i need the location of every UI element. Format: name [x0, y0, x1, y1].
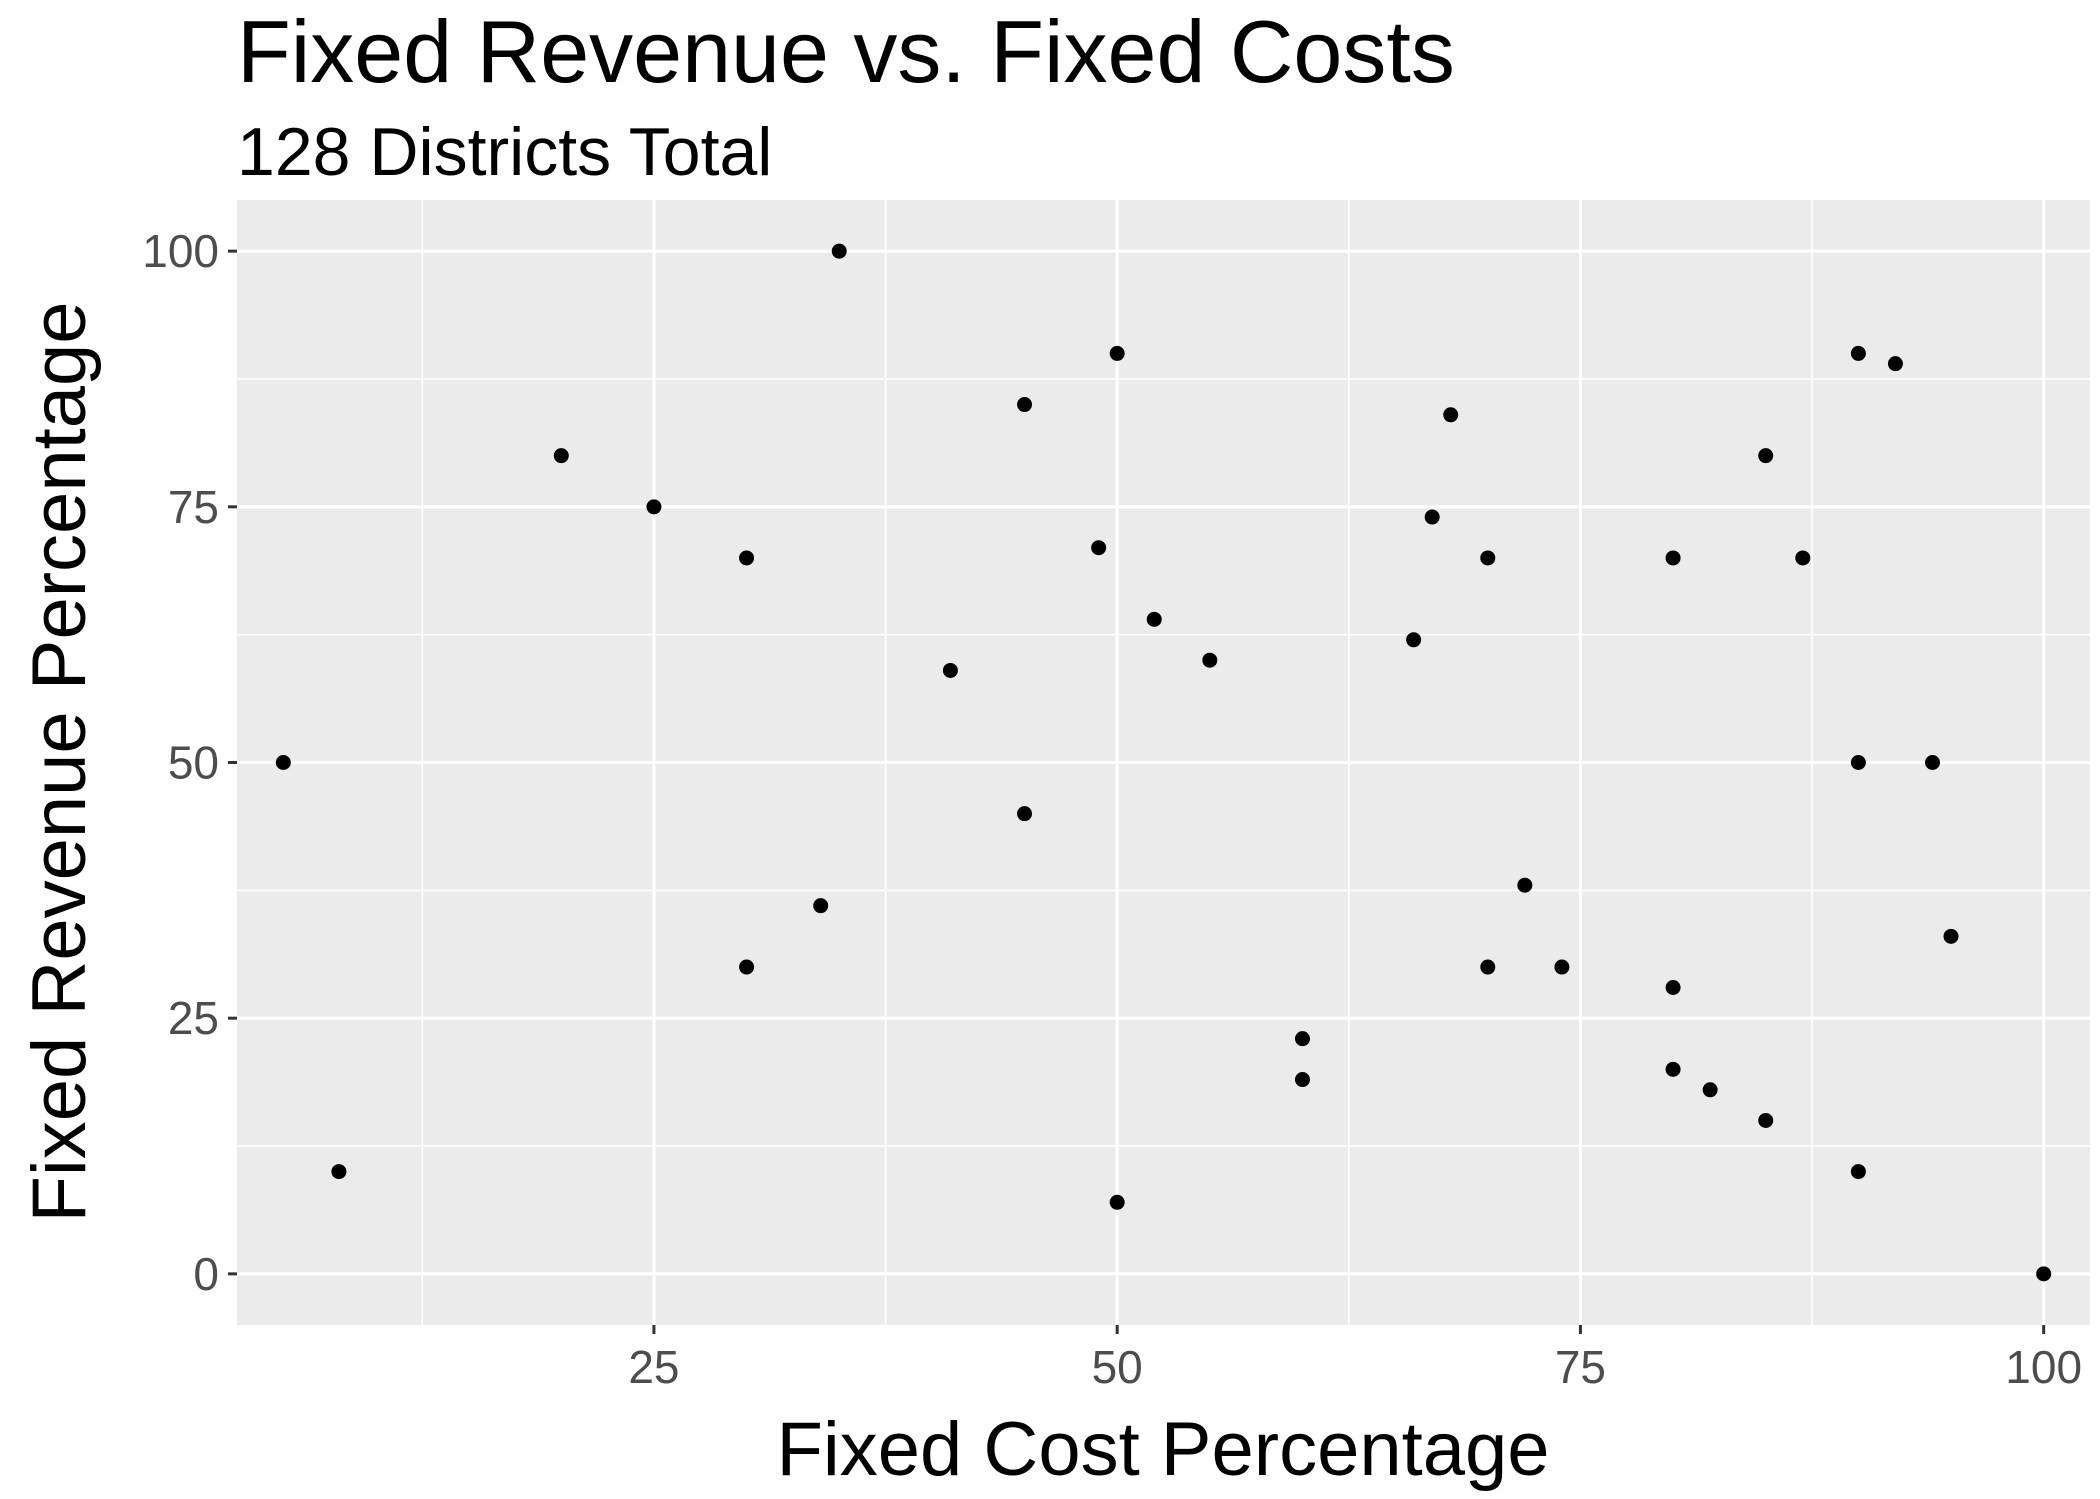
data-point — [2036, 1266, 2052, 1282]
data-point — [1480, 550, 1496, 566]
data-point — [1554, 959, 1570, 975]
y-tick-label: 50 — [168, 737, 219, 789]
data-point — [275, 755, 291, 770]
data-point — [1702, 1082, 1718, 1098]
data-point — [1665, 550, 1681, 566]
data-point — [331, 1164, 347, 1180]
data-point — [1850, 755, 1866, 770]
data-point — [1017, 397, 1033, 413]
data-points — [275, 243, 2052, 1282]
x-tick-label: 50 — [1092, 1341, 1143, 1393]
y-tick-label: 25 — [168, 992, 219, 1044]
chart-title: Fixed Revenue vs. Fixed Costs — [237, 2, 1455, 101]
data-point — [1850, 345, 1866, 361]
data-point — [553, 448, 569, 464]
y-tick-label: 0 — [193, 1248, 219, 1300]
data-point — [1517, 877, 1533, 893]
data-point — [1109, 1194, 1125, 1210]
data-point — [646, 499, 662, 515]
data-point — [1202, 652, 1218, 668]
data-point — [831, 243, 847, 259]
data-point — [739, 959, 755, 975]
data-point — [942, 662, 958, 678]
chart-subtitle: 128 Districts Total — [237, 114, 773, 190]
data-point — [1443, 407, 1459, 423]
y-axis-title: Fixed Revenue Percentage — [17, 301, 102, 1222]
data-point — [1665, 980, 1681, 995]
x-axis-ticks: 25 50 75 100 — [628, 1325, 2082, 1393]
y-tick-label: 100 — [142, 225, 219, 277]
data-point — [1146, 611, 1162, 627]
data-point — [1943, 928, 1959, 944]
x-tick-label: 75 — [1555, 1341, 1606, 1393]
data-point — [1887, 356, 1903, 372]
y-tick-label: 75 — [168, 481, 219, 533]
data-point — [1109, 345, 1125, 361]
data-point — [1406, 632, 1422, 648]
data-point — [1424, 509, 1440, 525]
data-point — [1758, 448, 1774, 464]
data-point — [1758, 1112, 1774, 1128]
data-point — [1850, 1164, 1866, 1180]
data-point — [739, 550, 755, 566]
data-point — [1294, 1031, 1310, 1047]
data-point — [1665, 1061, 1681, 1077]
data-point — [1294, 1072, 1310, 1088]
data-point — [1017, 806, 1033, 822]
data-point — [1795, 550, 1811, 566]
y-axis-ticks: 0 25 50 75 100 — [142, 225, 237, 1300]
data-point — [1091, 540, 1107, 556]
data-point — [1924, 755, 1940, 770]
x-axis-title: Fixed Cost Percentage — [776, 1407, 1549, 1492]
x-tick-label: 25 — [628, 1341, 679, 1393]
data-point — [1480, 959, 1496, 975]
x-tick-label: 100 — [2005, 1341, 2082, 1393]
data-point — [813, 898, 829, 914]
major-gridlines — [237, 200, 2090, 1325]
